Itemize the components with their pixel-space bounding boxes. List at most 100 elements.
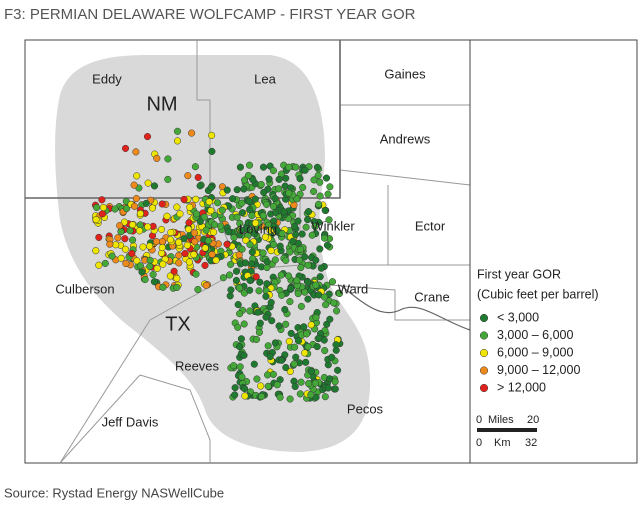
well-dot: [166, 236, 175, 244]
well-dot: [122, 259, 130, 268]
well-dot: [219, 274, 227, 282]
legend-swatch: [479, 366, 489, 375]
well-dot: [121, 245, 129, 253]
well-dot: [192, 195, 200, 203]
well-dot: [196, 182, 204, 190]
county-label: Crane: [414, 289, 449, 304]
well-dot: [136, 210, 144, 218]
well-dot: [214, 199, 222, 207]
well-dot: [278, 356, 286, 364]
well-dot: [292, 231, 300, 239]
well-dot: [181, 250, 189, 258]
well-dot: [176, 210, 184, 218]
well-dot: [196, 217, 204, 226]
well-dot: [201, 261, 209, 269]
well-dot: [296, 256, 304, 264]
well-dot: [121, 235, 129, 243]
well-dot: [231, 391, 239, 399]
well-dot: [240, 351, 248, 359]
well-dot: [133, 172, 141, 180]
well-dot: [238, 226, 246, 234]
well-dot: [282, 320, 290, 328]
legend-label: < 3,000: [497, 310, 539, 324]
well-dot: [246, 307, 254, 315]
well-dot: [130, 181, 138, 189]
well-dot: [111, 205, 119, 213]
well-dot: [163, 212, 171, 220]
well-dot: [275, 322, 283, 330]
well-dot: [253, 375, 261, 383]
well-dot: [291, 343, 299, 351]
well-dot: [101, 259, 109, 267]
scale-label: 32: [525, 437, 537, 449]
well-dot: [191, 163, 199, 171]
well-dot: [282, 256, 290, 264]
well-dot: [320, 293, 329, 301]
well-dot: [92, 216, 100, 224]
legend-swatch: [479, 331, 489, 340]
well-dot: [218, 206, 226, 214]
well-dot: [296, 175, 304, 183]
well-dot: [270, 241, 278, 249]
well-dot: [271, 256, 279, 264]
well-dot: [236, 310, 244, 318]
well-dot: [262, 292, 270, 300]
well-dot: [217, 222, 225, 230]
well-dot: [238, 199, 246, 207]
well-dot: [231, 384, 239, 392]
county-label: Jeff Davis: [102, 414, 159, 429]
well-dot: [281, 305, 289, 314]
well-dot: [328, 278, 337, 286]
well-dot: [300, 323, 308, 331]
well-dot: [271, 195, 279, 203]
well-dot: [238, 209, 246, 217]
well-dot: [291, 382, 299, 391]
well-dot: [138, 268, 146, 276]
well-dot: [240, 320, 248, 328]
well-dot: [322, 174, 331, 182]
well-dot: [292, 163, 300, 171]
well-dot: [267, 298, 275, 307]
well-dot: [297, 378, 305, 386]
well-dot: [308, 231, 316, 239]
well-dot: [167, 228, 175, 237]
well-dot: [192, 270, 200, 278]
well-dot: [304, 343, 312, 351]
well-dot: [173, 137, 182, 145]
well-dot: [251, 230, 259, 238]
well-dot: [128, 249, 136, 258]
well-dot: [144, 223, 152, 231]
well-dot: [263, 280, 271, 288]
well-dot: [296, 390, 304, 398]
county-label: Culberson: [55, 281, 114, 296]
well-dot: [282, 174, 290, 182]
well-dot: [246, 276, 254, 284]
well-dot: [236, 363, 244, 371]
well-dot: [280, 208, 288, 216]
well-dot: [233, 186, 241, 194]
well-dot: [158, 244, 166, 252]
well-dot: [307, 391, 315, 399]
well-dot: [159, 283, 167, 291]
well-dots: [91, 127, 344, 403]
state-label: TX: [165, 313, 191, 335]
state-border: [25, 40, 341, 199]
well-dot: [263, 200, 271, 208]
well-dot: [257, 382, 265, 390]
well-dot: [248, 212, 256, 220]
well-dot: [290, 201, 298, 209]
well-dot: [152, 238, 161, 246]
well-dot: [246, 241, 254, 249]
well-dot: [262, 313, 270, 321]
well-dot: [301, 253, 309, 261]
legend-label: 9,000 – 12,000: [497, 363, 580, 377]
well-dot: [333, 307, 341, 315]
well-dot: [153, 264, 161, 273]
well-dot: [294, 337, 303, 345]
well-dot: [285, 163, 293, 171]
well-dot: [249, 176, 257, 184]
well-dot: [190, 251, 198, 259]
well-dot: [241, 176, 249, 184]
well-dot: [191, 238, 199, 246]
well-dot: [278, 229, 286, 238]
